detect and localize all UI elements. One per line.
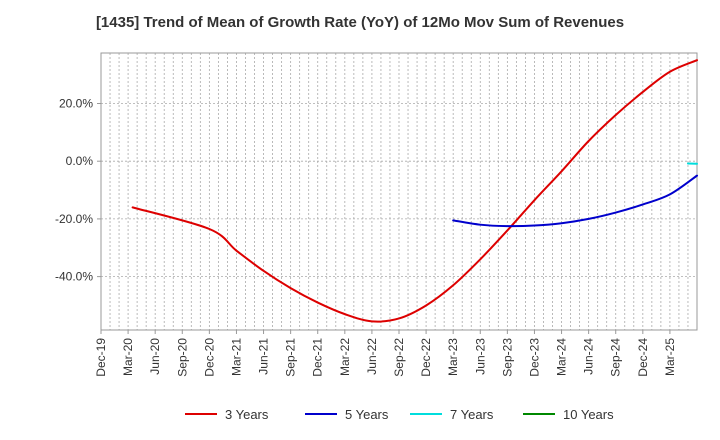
x-tick-label: Mar-25	[663, 338, 677, 376]
x-tick-label: Dec-19	[94, 338, 108, 377]
x-tick-label: Jun-22	[365, 338, 379, 375]
x-tick-label: Dec-21	[311, 338, 325, 377]
x-tick-label: Dec-23	[527, 338, 541, 377]
series-line-5-years	[452, 174, 698, 228]
x-tick-label: Sep-20	[175, 338, 189, 377]
x-tick-label: Mar-21	[229, 338, 243, 376]
x-axis-ticks: Dec-19 Mar-20 Jun-20 Sep-20 Dec-20 Mar-21 Jun-…	[94, 330, 677, 377]
x-tick-label: Jun-23	[473, 338, 487, 375]
grid-layer	[100, 53, 698, 330]
x-tick-label: Mar-22	[338, 338, 352, 376]
series-layer	[131, 59, 698, 323]
y-axis-ticks: 20.0% 0.0% -20.0% -40.0%	[55, 96, 101, 284]
x-tick-label: Sep-24	[609, 338, 623, 377]
series-line-3-years	[131, 59, 698, 323]
x-tick-label: Sep-23	[500, 338, 514, 377]
x-tick-label: Jun-24	[582, 338, 596, 375]
y-tick-label: 20.0%	[59, 96, 93, 110]
x-tick-label: Jun-21	[257, 338, 271, 375]
legend: 3 Years 5 Years 7 Years 10 Years	[185, 407, 614, 422]
x-tick-label: Sep-21	[284, 338, 298, 377]
x-tick-label: Dec-22	[419, 338, 433, 377]
x-tick-label: Jun-20	[148, 338, 162, 375]
legend-label-5-years: 5 Years	[345, 407, 389, 422]
y-tick-label: 0.0%	[66, 154, 94, 168]
y-tick-label: -40.0%	[55, 270, 93, 284]
x-tick-label: Mar-24	[555, 338, 569, 376]
y-tick-label: -20.0%	[55, 212, 93, 226]
legend-label-3-years: 3 Years	[225, 407, 269, 422]
x-tick-label: Dec-24	[636, 338, 650, 377]
legend-label-10-years: 10 Years	[563, 407, 614, 422]
x-tick-label: Sep-22	[392, 338, 406, 377]
x-tick-label: Mar-20	[121, 338, 135, 376]
x-tick-label: Dec-20	[202, 338, 216, 377]
x-tick-label: Mar-23	[446, 338, 460, 376]
legend-label-7-years: 7 Years	[450, 407, 494, 422]
chart-title: [1435] Trend of Mean of Growth Rate (YoY…	[95, 14, 625, 31]
